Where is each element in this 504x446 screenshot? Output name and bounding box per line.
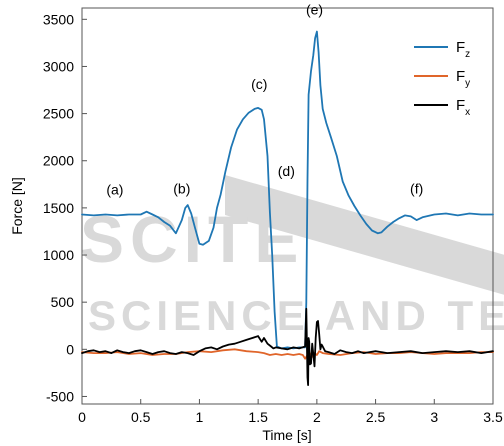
svg-text:SCIENCE AND TECH: SCIENCE AND TECH bbox=[88, 292, 504, 339]
y-tick-label: 0 bbox=[66, 341, 74, 357]
legend-label-subscript: y bbox=[465, 78, 470, 89]
legend-label-subscript: x bbox=[465, 107, 470, 118]
legend-label-base: F bbox=[456, 68, 465, 85]
legend-label: Fx bbox=[456, 97, 470, 118]
x-tick-label: 2 bbox=[313, 409, 321, 425]
y-tick-label: 1500 bbox=[43, 200, 74, 216]
phase-annotation: (c) bbox=[251, 76, 267, 92]
phase-annotation: (f) bbox=[410, 181, 423, 197]
x-tick-label: 0 bbox=[78, 409, 86, 425]
y-tick-label: 500 bbox=[51, 294, 75, 310]
x-tick-label: 2.5 bbox=[366, 409, 386, 425]
series-line-fx bbox=[81, 307, 494, 386]
legend-label-base: F bbox=[456, 39, 465, 56]
y-axis-label: Force [N] bbox=[9, 177, 25, 235]
x-axis-label: Time [s] bbox=[262, 427, 311, 443]
phase-annotation: (d) bbox=[278, 163, 295, 179]
series-group bbox=[81, 30, 494, 386]
phase-annotation: (e) bbox=[306, 2, 323, 18]
y-tick-label: -500 bbox=[46, 388, 74, 404]
x-tick-label: 3.5 bbox=[483, 409, 503, 425]
legend-label-base: F bbox=[456, 97, 465, 114]
legend-label-subscript: z bbox=[465, 49, 470, 60]
legend-label: Fz bbox=[456, 39, 470, 60]
x-tick-label: 0.5 bbox=[131, 409, 151, 425]
y-tick-label: 1000 bbox=[43, 247, 74, 263]
y-tick-label: 2500 bbox=[43, 106, 74, 122]
annotations: (a) (b) (c) (d) (e) (f) bbox=[106, 2, 423, 198]
axes: 0 0.5 1 1.5 2 2.5 3 3.5-50005001000150020002500… bbox=[43, 11, 503, 425]
y-tick-label: 3500 bbox=[43, 11, 74, 27]
x-tick-label: 1 bbox=[196, 409, 204, 425]
y-tick-label: 3000 bbox=[43, 58, 74, 74]
svg-text:SCITE: SCITE bbox=[80, 202, 304, 276]
x-tick-label: 1.5 bbox=[248, 409, 268, 425]
phase-annotation: (b) bbox=[173, 181, 190, 197]
watermark: SCITE SCIENCE AND TECH bbox=[80, 175, 504, 339]
y-tick-label: 2000 bbox=[43, 153, 74, 169]
phase-annotation: (a) bbox=[106, 182, 123, 198]
x-tick-label: 3 bbox=[430, 409, 438, 425]
legend-label: Fy bbox=[456, 68, 470, 89]
series-line-fz bbox=[81, 30, 494, 350]
plot-area bbox=[81, 7, 494, 405]
